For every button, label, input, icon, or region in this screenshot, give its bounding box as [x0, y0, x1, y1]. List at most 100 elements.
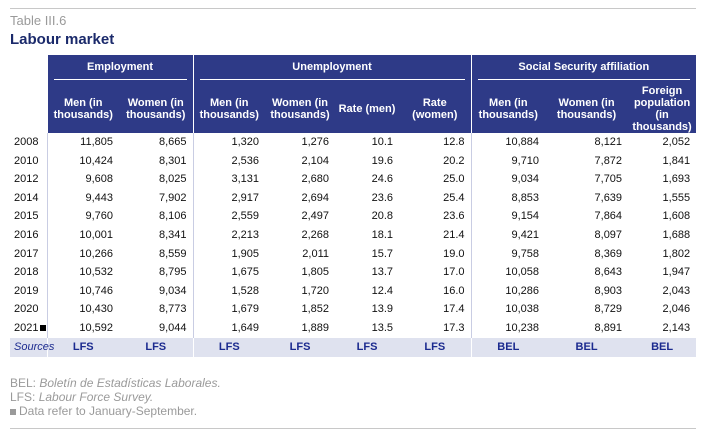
source-cell: LFS	[335, 337, 400, 357]
table-row: 2008 11,805 8,665 1,320 1,276 10.1 12.8 10,884 8…	[10, 133, 696, 152]
column-header: Women (in thousands)	[119, 85, 194, 133]
data-cell: 12.4	[371, 284, 394, 297]
data-cell: 8,795	[158, 266, 187, 279]
data-cell: 9,044	[158, 321, 187, 334]
data-cell: 17.4	[443, 303, 465, 316]
data-cell: 20.2	[443, 154, 465, 167]
table-notes: BEL: Boletín de Estadísticas Laborales. …	[10, 376, 221, 418]
data-cell: 15.7	[371, 247, 394, 260]
data-cell: 8,301	[158, 154, 187, 167]
group-header-employment: Employment	[46, 55, 194, 85]
data-cell: 7,705	[594, 173, 623, 186]
data-cell: 10,286	[470, 281, 546, 301]
data-cell: 10,884	[470, 133, 546, 152]
column-header: Rate (men)	[335, 85, 400, 133]
data-cell: 10,424	[46, 151, 119, 171]
data-cell: 1,947	[662, 266, 691, 279]
bottom-rule	[10, 428, 696, 429]
table-number: Table III.6	[10, 13, 67, 28]
source-cell: LFS	[119, 337, 194, 357]
data-cell: 10,266	[46, 244, 119, 264]
data-cell: 1,608	[662, 210, 691, 223]
data-cell: 1,320	[192, 133, 266, 152]
data-cell: 8,773	[158, 303, 187, 316]
data-cell: 2,043	[662, 284, 691, 297]
year-cell: 2016	[14, 228, 39, 241]
data-cell: 2,011	[302, 247, 330, 260]
data-cell: 8,341	[158, 228, 187, 241]
note-bel: BEL: Boletín de Estadísticas Laborales.	[10, 376, 221, 390]
table-row: 2012 9,608 8,025 3,131 2,680 24.6 25.0 9,034 7,7…	[10, 170, 696, 189]
data-cell: 1,649	[192, 318, 266, 338]
data-cell: 25.4	[443, 191, 465, 204]
data-cell: 10,592	[46, 318, 119, 338]
data-cell: 9,760	[46, 207, 119, 226]
data-cell: 19.6	[371, 154, 394, 167]
data-cell: 9,154	[470, 207, 546, 226]
data-cell: 2,680	[301, 173, 330, 186]
data-cell: 16.0	[443, 284, 465, 297]
marker-square-icon	[10, 408, 16, 415]
data-cell: 9,758	[470, 244, 546, 264]
labour-market-table: Employment Unemployment Social Security …	[10, 55, 697, 357]
data-cell: 2,917	[192, 188, 266, 208]
year-cell: 2018	[14, 266, 39, 279]
data-cell: 8,891	[594, 321, 623, 334]
data-cell: 9,034	[158, 284, 187, 297]
data-cell: 8,903	[594, 284, 623, 297]
data-cell: 8,559	[158, 247, 187, 260]
data-cell: 1,276	[301, 136, 330, 148]
data-cell: 9,034	[470, 170, 546, 189]
data-cell: 8,121	[594, 136, 623, 148]
data-cell: 21.4	[443, 228, 465, 241]
data-cell: 18.1	[371, 228, 394, 241]
data-cell: 19.0	[443, 247, 465, 260]
data-cell: 8,025	[158, 173, 187, 186]
source-cell: BEL	[628, 337, 697, 357]
data-cell: 8,643	[594, 266, 623, 279]
data-cell: 1,679	[192, 300, 266, 319]
table-row: 2010 10,424 8,301 2,536 2,104 19.6 20.2 9,710 7,…	[10, 151, 696, 171]
year-cell: 2015	[14, 210, 39, 223]
data-cell: 8,729	[594, 303, 623, 316]
data-cell: 8,369	[594, 247, 623, 260]
data-cell: 10,746	[46, 281, 119, 301]
data-cell: 1,555	[662, 191, 691, 204]
year-cell: 2020	[14, 303, 39, 316]
data-cell: 7,902	[158, 191, 187, 204]
data-cell: 23.6	[443, 210, 465, 223]
data-cell: 13.7	[371, 266, 394, 279]
data-cell: 10,238	[470, 318, 546, 338]
data-cell: 10.1	[371, 136, 394, 148]
data-cell: 23.6	[371, 191, 394, 204]
column-header: Men (in thousands)	[46, 85, 119, 133]
column-header: Women (in thousands)	[545, 85, 629, 133]
data-cell: 1,802	[662, 247, 691, 260]
data-cell: 8,097	[594, 228, 623, 241]
table-row: 2017 10,266 8,559 1,905 2,011 15.7 19.0 9,758 8,…	[10, 244, 696, 264]
data-cell: 11,805	[46, 133, 119, 152]
sources-row: Sources LFS LFS LFS LFS LFS LFS BEL BEL BEL	[10, 337, 697, 357]
source-cell: LFS	[265, 337, 336, 357]
data-cell: 17.3	[443, 321, 465, 334]
data-cell: 10,430	[46, 300, 119, 319]
data-cell: 13.9	[371, 303, 394, 316]
data-cell: 2,536	[192, 151, 266, 171]
data-cell: 1,693	[662, 173, 691, 186]
table-row: 2016 10,001 8,341 2,213 2,268 18.1 21.4 9,421 8,…	[10, 225, 696, 245]
table-row: 2019 10,746 9,034 1,528 1,720 12.4 16.0 10,286 8…	[10, 281, 696, 301]
data-cell: 9,421	[470, 225, 546, 245]
source-cell: LFS	[399, 337, 472, 357]
year-cell: 2010	[14, 154, 39, 167]
data-cell: 1,688	[662, 228, 691, 241]
source-cell: LFS	[192, 337, 266, 357]
group-header-unemployment: Unemployment	[192, 55, 472, 85]
table-row: 2021 10,592 9,044 1,649 1,889 13.5 17.3 10,238 8…	[10, 318, 696, 338]
column-header: Men (in thousands)	[470, 85, 546, 133]
data-cell: 8,106	[158, 210, 187, 223]
data-cell: 2,143	[662, 321, 691, 334]
data-cell: 1,852	[301, 303, 330, 316]
source-cell: BEL	[545, 337, 629, 357]
table-row: 2014 9,443 7,902 2,917 2,694 23.6 25.4 8,853 7,6…	[10, 188, 696, 208]
data-cell: 10,038	[470, 300, 546, 319]
